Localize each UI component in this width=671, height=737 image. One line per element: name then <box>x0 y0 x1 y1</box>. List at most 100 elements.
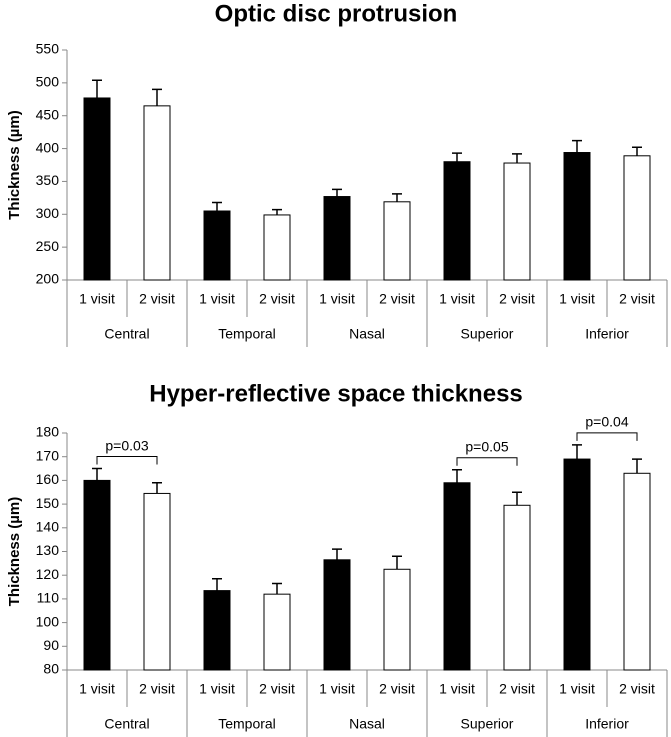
error-bar <box>152 482 162 494</box>
x-sub-label: 2 visit <box>619 681 655 697</box>
error-bar <box>392 555 402 570</box>
annotation: p=0.03 <box>105 437 148 453</box>
significance-bracket <box>576 432 638 441</box>
annotation: p=0.04 <box>585 414 628 430</box>
bar <box>203 210 231 281</box>
x-group-label: Nasal <box>349 326 385 342</box>
bar <box>383 568 411 671</box>
x-sub-label: 1 visit <box>79 681 115 697</box>
y-tick-label: 300 <box>36 205 60 221</box>
error-bar <box>632 458 642 474</box>
y-tick-label: 150 <box>36 495 60 511</box>
x-group-label: Central <box>104 326 149 342</box>
y-tick-label: 90 <box>43 637 59 653</box>
bar <box>83 479 111 671</box>
bar <box>323 559 351 671</box>
error-bar <box>212 578 222 591</box>
error-bar <box>212 201 222 211</box>
y-tick-label: 100 <box>36 613 60 629</box>
bar <box>143 492 171 671</box>
y-tick-label: 120 <box>36 566 60 582</box>
error-bar <box>272 208 282 215</box>
x-sub-label: 2 visit <box>379 681 415 697</box>
y-tick-label: 80 <box>43 661 59 677</box>
error-bar <box>632 146 642 156</box>
error-bar <box>572 139 582 153</box>
y-tick-label: 200 <box>36 271 60 287</box>
error-bar <box>332 188 342 197</box>
bar <box>83 97 111 281</box>
x-group-label: Inferior <box>585 716 629 732</box>
x-sub-label: 1 visit <box>319 681 355 697</box>
error-bar <box>512 153 522 164</box>
x-sub-label: 1 visit <box>559 291 595 307</box>
x-sub-label: 2 visit <box>379 291 415 307</box>
error-bar <box>272 582 282 595</box>
x-sub-label: 2 visit <box>259 291 295 307</box>
x-sub-label: 2 visit <box>499 681 535 697</box>
bar <box>563 152 591 281</box>
bar <box>503 504 531 671</box>
bar <box>263 593 291 671</box>
bar <box>623 472 651 671</box>
bar <box>323 196 351 281</box>
y-axis-label: Thickness (µm) <box>6 110 23 220</box>
x-group-label: Temporal <box>218 716 276 732</box>
y-tick-label: 500 <box>36 74 60 90</box>
bar <box>503 162 531 281</box>
bar <box>203 590 231 671</box>
bar <box>563 458 591 671</box>
y-tick-label: 550 <box>36 41 60 57</box>
x-sub-label: 2 visit <box>619 291 655 307</box>
y-tick-label: 350 <box>36 172 60 188</box>
x-group-label: Central <box>104 716 149 732</box>
chart-title: Optic disc protrusion <box>215 0 458 27</box>
bar <box>143 105 171 281</box>
significance-bracket <box>456 457 518 466</box>
significance-bracket <box>96 456 158 465</box>
y-tick-label: 130 <box>36 542 60 558</box>
x-sub-label: 1 visit <box>439 291 475 307</box>
x-sub-label: 1 visit <box>319 291 355 307</box>
y-tick-label: 140 <box>36 519 60 535</box>
bar <box>443 161 471 281</box>
error-bar <box>152 88 162 106</box>
y-axis-label: Thickness (µm) <box>6 497 23 607</box>
x-sub-label: 1 visit <box>199 291 235 307</box>
x-sub-label: 2 visit <box>499 291 535 307</box>
error-bar <box>452 468 462 483</box>
chart-title: Hyper-reflective space thickness <box>149 380 523 407</box>
y-tick-label: 170 <box>36 447 60 463</box>
x-group-label: Inferior <box>585 326 629 342</box>
y-tick-label: 400 <box>36 139 60 155</box>
error-bar <box>332 548 342 560</box>
bar <box>443 482 471 671</box>
x-group-label: Superior <box>461 326 514 342</box>
x-sub-label: 2 visit <box>139 681 175 697</box>
error-bar <box>512 491 522 506</box>
x-sub-label: 1 visit <box>79 291 115 307</box>
y-tick-label: 180 <box>36 424 60 440</box>
x-group-label: Nasal <box>349 716 385 732</box>
bar <box>263 214 291 281</box>
error-bar <box>572 444 582 460</box>
y-tick-label: 250 <box>36 238 60 254</box>
x-sub-label: 1 visit <box>199 681 235 697</box>
bar <box>623 155 651 281</box>
x-sub-label: 1 visit <box>559 681 595 697</box>
error-bar <box>92 79 102 98</box>
error-bar <box>452 152 462 162</box>
x-sub-label: 2 visit <box>139 291 175 307</box>
y-tick-label: 160 <box>36 471 60 487</box>
error-bar <box>392 193 402 202</box>
x-sub-label: 1 visit <box>439 681 475 697</box>
x-sub-label: 2 visit <box>259 681 295 697</box>
y-tick-label: 110 <box>37 590 60 606</box>
annotation: p=0.05 <box>465 438 508 454</box>
error-bar <box>92 467 102 481</box>
x-group-label: Temporal <box>218 326 276 342</box>
x-group-label: Superior <box>461 716 514 732</box>
y-tick-label: 450 <box>36 106 60 122</box>
bar <box>383 201 411 281</box>
